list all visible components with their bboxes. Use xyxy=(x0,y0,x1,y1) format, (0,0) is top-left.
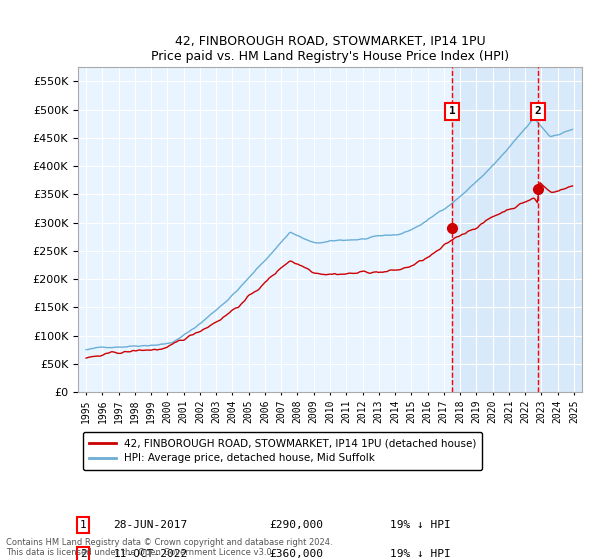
Bar xyxy=(452,67,582,392)
Text: Contains HM Land Registry data © Crown copyright and database right 2024.
This d: Contains HM Land Registry data © Crown c… xyxy=(6,538,332,557)
Text: 19% ↓ HPI: 19% ↓ HPI xyxy=(391,549,451,559)
Text: 28-JUN-2017: 28-JUN-2017 xyxy=(113,520,188,530)
Text: £360,000: £360,000 xyxy=(269,549,323,559)
Text: 19% ↓ HPI: 19% ↓ HPI xyxy=(391,520,451,530)
Title: 42, FINBOROUGH ROAD, STOWMARKET, IP14 1PU
Price paid vs. HM Land Registry's Hous: 42, FINBOROUGH ROAD, STOWMARKET, IP14 1P… xyxy=(151,35,509,63)
Text: 2: 2 xyxy=(80,549,86,559)
Text: 2: 2 xyxy=(535,106,541,116)
Text: 1: 1 xyxy=(449,106,455,116)
Text: 1: 1 xyxy=(80,520,86,530)
Legend: 42, FINBOROUGH ROAD, STOWMARKET, IP14 1PU (detached house), HPI: Average price, : 42, FINBOROUGH ROAD, STOWMARKET, IP14 1P… xyxy=(83,432,482,470)
Text: 11-OCT-2022: 11-OCT-2022 xyxy=(113,549,188,559)
Text: £290,000: £290,000 xyxy=(269,520,323,530)
